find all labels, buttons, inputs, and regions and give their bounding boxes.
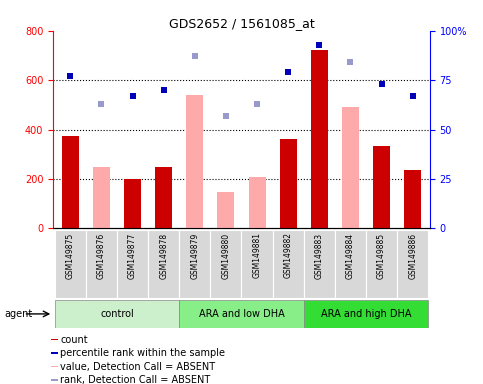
Bar — [51, 339, 58, 340]
Text: GSM149879: GSM149879 — [190, 232, 199, 279]
Text: GSM149881: GSM149881 — [253, 232, 262, 278]
Text: agent: agent — [5, 309, 33, 319]
Text: count: count — [60, 334, 88, 345]
Bar — [51, 379, 58, 381]
Bar — [93, 167, 110, 228]
Text: ARA and high DHA: ARA and high DHA — [321, 309, 412, 319]
Bar — [55, 230, 86, 298]
Bar — [55, 300, 179, 328]
Text: GSM149883: GSM149883 — [315, 232, 324, 278]
Bar — [304, 300, 428, 328]
Text: GSM149886: GSM149886 — [408, 232, 417, 278]
Text: GSM149880: GSM149880 — [221, 232, 230, 278]
Text: GSM149876: GSM149876 — [97, 232, 106, 279]
Bar — [117, 230, 148, 298]
Text: GSM149875: GSM149875 — [66, 232, 75, 279]
Bar — [304, 230, 335, 298]
Bar — [366, 230, 397, 298]
Bar — [179, 230, 211, 298]
Text: GSM149884: GSM149884 — [346, 232, 355, 278]
Bar — [62, 136, 79, 228]
Bar — [373, 146, 390, 228]
Text: GSM149878: GSM149878 — [159, 232, 168, 278]
Bar — [335, 230, 366, 298]
Bar — [249, 177, 266, 228]
Bar — [272, 230, 304, 298]
Text: control: control — [100, 309, 134, 319]
Bar — [51, 366, 58, 367]
Bar — [404, 170, 421, 228]
Bar — [148, 230, 179, 298]
Bar — [86, 230, 117, 298]
Bar — [211, 230, 242, 298]
Text: GSM149882: GSM149882 — [284, 232, 293, 278]
Bar — [217, 192, 234, 228]
Bar — [179, 300, 304, 328]
Text: value, Detection Call = ABSENT: value, Detection Call = ABSENT — [60, 361, 215, 372]
Bar — [155, 167, 172, 228]
Bar — [242, 230, 272, 298]
Bar — [186, 95, 203, 228]
Text: percentile rank within the sample: percentile rank within the sample — [60, 348, 225, 358]
Text: GSM149885: GSM149885 — [377, 232, 386, 278]
Bar — [51, 353, 58, 354]
Text: rank, Detection Call = ABSENT: rank, Detection Call = ABSENT — [60, 375, 211, 384]
Bar — [280, 139, 297, 228]
Text: ARA and low DHA: ARA and low DHA — [199, 309, 284, 319]
Title: GDS2652 / 1561085_at: GDS2652 / 1561085_at — [169, 17, 314, 30]
Bar — [311, 50, 328, 228]
Bar — [124, 179, 141, 228]
Bar — [397, 230, 428, 298]
Bar — [342, 108, 359, 228]
Text: GSM149877: GSM149877 — [128, 232, 137, 279]
